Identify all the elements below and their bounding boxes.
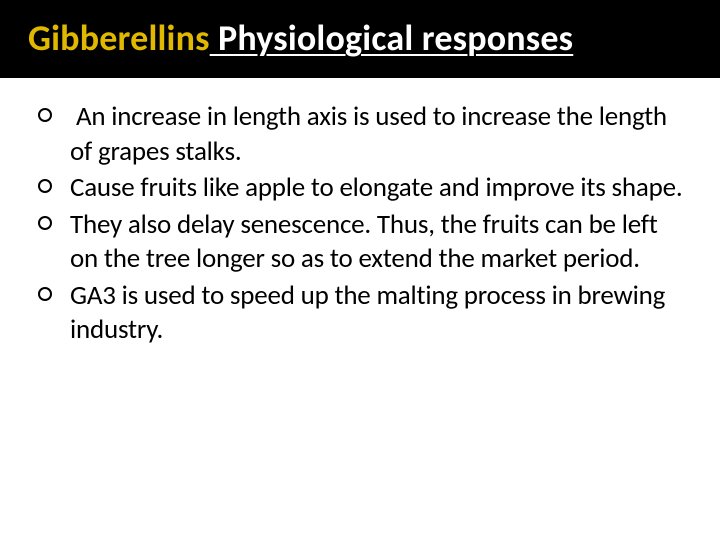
bullet-text: An increase in length axis is used to in… (70, 100, 667, 168)
title-accent-word: Gibberellins (28, 16, 210, 60)
slide-title: Gibberellins Physiological responses (28, 16, 692, 60)
bullet-list: An increase in length axis is used to in… (36, 100, 684, 348)
bullet-text: Cause fruits like apple to elongate and … (70, 171, 682, 204)
list-item: GA3 is used to speed up the malting proc… (36, 279, 684, 348)
bullet-ring-icon (38, 287, 52, 301)
list-item: They also delay senescence. Thus, the fr… (36, 208, 684, 277)
bullet-text: GA3 is used to speed up the malting proc… (70, 279, 665, 347)
slide-body: An increase in length axis is used to in… (0, 78, 720, 348)
bullet-ring-icon (38, 179, 52, 193)
bullet-text: They also delay senescence. Thus, the fr… (70, 208, 658, 276)
title-rest: Physiological responses (210, 16, 574, 60)
bullet-ring-icon (38, 216, 52, 230)
list-item: An increase in length axis is used to in… (36, 100, 684, 169)
title-bar: Gibberellins Physiological responses (0, 0, 720, 78)
bullet-ring-icon (38, 108, 52, 122)
list-item: Cause fruits like apple to elongate and … (36, 171, 684, 206)
